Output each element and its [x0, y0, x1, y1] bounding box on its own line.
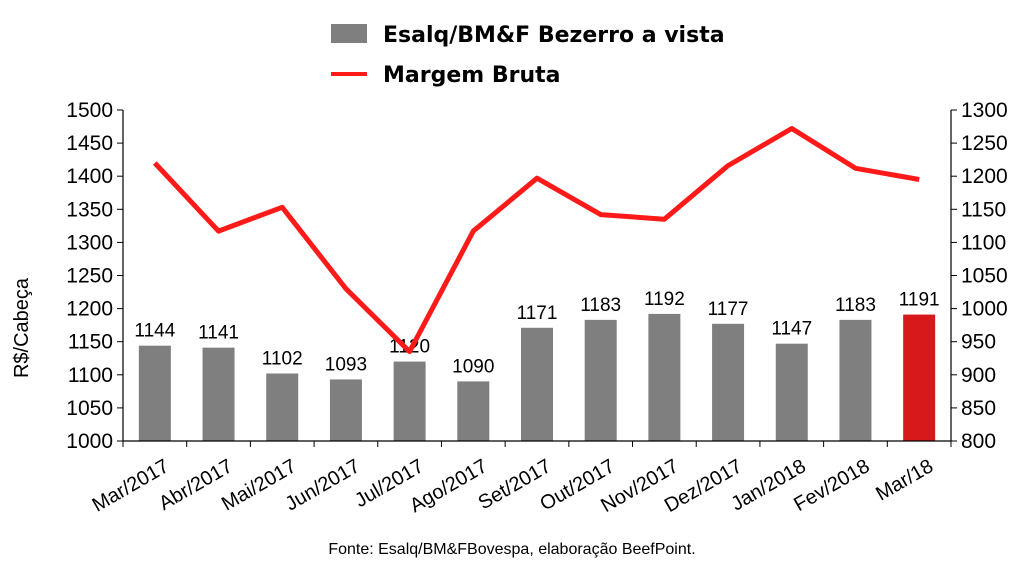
- plot-area: 1000 1050 1100 1150 1200 1250 1300 1350 1400 1450…: [66, 99, 1007, 517]
- bar: [266, 373, 299, 441]
- bar-data-label: 1090: [452, 356, 494, 377]
- bar-data-label: 1183: [580, 295, 621, 316]
- x-tick-label: Mar/2017: [89, 455, 173, 516]
- source-note: Fonte: Esalq/BM&FBovespa, elaboração Bee…: [328, 541, 696, 558]
- bar-data-label: 1102: [262, 348, 303, 369]
- y-tick-label: 1050: [66, 397, 113, 420]
- y-tick-label: 1000: [66, 430, 113, 453]
- legend: Esalq/BM&F Bezerro a vista Margem Bruta: [331, 23, 725, 88]
- y2-tick-label: 1050: [961, 265, 1008, 288]
- y-tick-label: 1500: [66, 99, 113, 122]
- bar: [521, 327, 553, 441]
- bar: [775, 343, 808, 441]
- legend-label-bezerro: Esalq/BM&F Bezerro a vista: [383, 23, 725, 48]
- y2-tick-label: 850: [961, 397, 996, 420]
- y2-tick-label: 800: [961, 430, 996, 453]
- bar: [457, 381, 490, 441]
- y2-tick-label: 1000: [961, 298, 1008, 321]
- bar: [138, 345, 171, 441]
- bar: [329, 379, 362, 441]
- y2-tick-label: 1200: [961, 165, 1008, 188]
- y-tick-label: 1200: [66, 298, 113, 321]
- legend-label-margem: Margem Bruta: [383, 63, 560, 88]
- bar-data-label: 1141: [198, 323, 239, 344]
- y2-tick-label: 1300: [961, 99, 1008, 122]
- bar-data-label: 1171: [517, 303, 558, 324]
- bar-data-label: 1144: [134, 321, 175, 342]
- y2-tick-label: 1100: [961, 231, 1006, 254]
- bar: [584, 319, 617, 441]
- bar: [648, 313, 681, 441]
- bar: [393, 361, 426, 441]
- bar-data-label: 1093: [325, 354, 367, 375]
- bar-data-label: 1147: [771, 319, 812, 340]
- y-tick-label: 1400: [66, 165, 113, 188]
- y-tick-label: 1350: [66, 198, 113, 221]
- y2-tick-label: 1250: [961, 132, 1008, 155]
- bar: [839, 319, 872, 441]
- margem-bruta-line: [152, 126, 920, 355]
- y2-tick-label: 950: [961, 331, 996, 354]
- y-tick-label: 1300: [66, 231, 113, 254]
- bar-data-label: 1191: [899, 290, 940, 311]
- y-tick-label: 1150: [68, 331, 113, 354]
- bar-data-label: 1192: [644, 289, 685, 310]
- y-tick-label: 1100: [68, 364, 113, 387]
- bar-data-label: 1183: [835, 295, 876, 316]
- y2-tick-label: 1150: [961, 198, 1006, 221]
- x-tick-label: Mar/18: [872, 455, 937, 505]
- y-tick-label: 1450: [66, 132, 113, 155]
- bar-data-label: 1177: [708, 299, 749, 320]
- bar: [712, 323, 745, 441]
- y2-tick-label: 900: [961, 364, 996, 387]
- y-axis-label: R$/Cabeça: [11, 277, 33, 378]
- bar: [202, 347, 235, 441]
- y-tick-label: 1250: [66, 265, 113, 288]
- legend-swatch-bezerro: [331, 24, 367, 43]
- bar: [903, 314, 936, 441]
